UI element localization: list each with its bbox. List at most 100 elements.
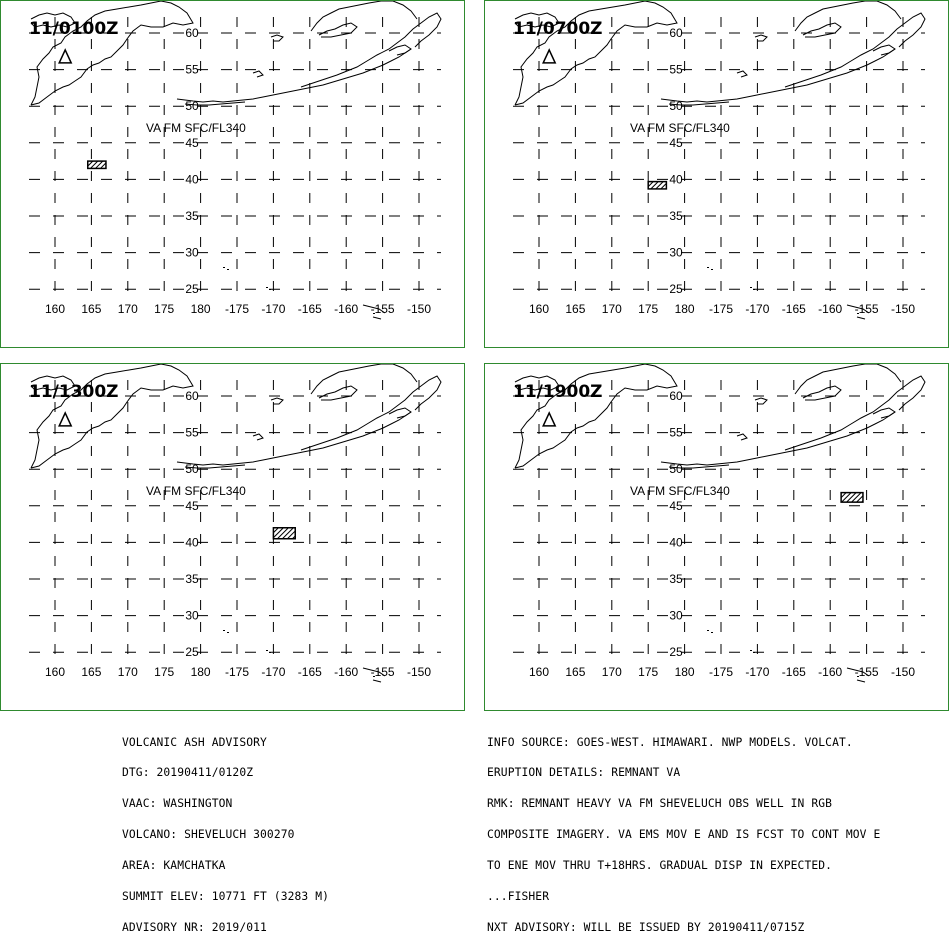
longitude-label: 180 (191, 665, 211, 679)
coastline (794, 364, 902, 395)
advisory-next: NXT ADVISORY: WILL BE ISSUED BY 20190411… (487, 920, 805, 934)
longitude-label: -175 (225, 665, 249, 679)
longitude-label: 160 (45, 302, 65, 316)
longitude-label: -165 (298, 665, 322, 679)
coastline (388, 44, 412, 56)
island-speck (753, 289, 755, 290)
ash-hatch-line (273, 527, 279, 534)
advisory-remarks-line: TO ENE MOV THRU T+18HRS. GRADUAL DISP IN… (487, 859, 833, 873)
coastline (30, 375, 76, 391)
coastline (784, 375, 926, 451)
ash-hatch-line (90, 160, 99, 169)
longitude-label: 170 (602, 665, 622, 679)
ash-cloud-label: VA FM SFC/FL340 (630, 121, 730, 135)
latitude-label: 35 (669, 572, 683, 586)
advisory-header-block: VOLCANIC ASH ADVISORY DTG: 20190411/0120… (122, 717, 329, 944)
longitude-label: 160 (529, 665, 549, 679)
advisory-volcano: VOLCANO: SHEVELUCH 300270 (122, 828, 295, 842)
coastline (176, 48, 412, 103)
ash-hatch-line (292, 535, 296, 540)
ash-cloud-label: VA FM SFC/FL340 (146, 121, 246, 135)
coastline (802, 385, 842, 401)
island-speck (857, 313, 859, 314)
island-speck (269, 289, 271, 290)
latitude-label: 55 (185, 63, 199, 77)
ash-hatch-line (665, 188, 667, 190)
forecast-panel-1900z: 160 165 170 175 180 -175 -170 -165 -160 -155 -150 6… (484, 363, 949, 711)
latitude-label: 55 (185, 426, 199, 440)
coastline (514, 1, 678, 106)
latitude-label: 50 (185, 462, 199, 476)
advisory-vaac: VAAC: WASHINGTON (122, 797, 233, 811)
coastline (318, 22, 358, 38)
latitude-label: 60 (185, 26, 199, 40)
ash-hatch-line (650, 181, 659, 190)
ash-cloud-outline (272, 527, 296, 540)
longitude-label: 175 (154, 302, 174, 316)
longitude-label: 175 (638, 302, 658, 316)
ash-hatch-line (287, 530, 296, 540)
advisory-forecaster: ...FISHER (487, 890, 550, 904)
coastline (310, 1, 418, 32)
longitude-label: 170 (118, 302, 138, 316)
island-speck (373, 313, 375, 314)
advisory-remarks-line: RMK: REMNANT HEAVY VA FM SHEVELUCH OBS W… (487, 797, 833, 811)
longitude-label: 180 (675, 302, 695, 316)
coastline (794, 1, 902, 32)
coastline (372, 316, 382, 320)
island-speck (227, 632, 229, 633)
advisory-summit-elev: SUMMIT ELEV: 10771 FT (3283 M) (122, 890, 330, 904)
map-canvas: 160 165 170 175 180 -175 -170 -165 -160 -155 -150 6… (29, 364, 442, 683)
ash-cloud-area (87, 160, 107, 170)
island-speck (373, 676, 375, 677)
latitude-label: 55 (669, 63, 683, 77)
ash-hatch-line (846, 492, 857, 503)
coastline (310, 364, 418, 395)
latitude-label: 35 (185, 572, 199, 586)
longitude-label: 165 (81, 665, 101, 679)
ash-cloud-outline (647, 180, 668, 190)
ash-hatch-line (660, 183, 667, 190)
coastline (372, 679, 382, 683)
latitude-label: 25 (185, 282, 199, 296)
longitude-label: -170 (745, 665, 769, 679)
ash-hatch-line (840, 492, 847, 498)
longitude-label: -155 (855, 302, 879, 316)
advisory-info-source: INFO SOURCE: GOES-WEST. HIMAWARI. NWP MO… (487, 735, 853, 749)
ash-cloud-area (840, 491, 864, 503)
advisory-dtg: DTG: 20190411/0120Z (122, 766, 254, 780)
panel-time-label: 11/0700Z (513, 19, 603, 39)
longitude-label: -155 (855, 665, 879, 679)
latitude-label: 30 (185, 609, 199, 623)
advisory-eruption-details: ERUPTION DETAILS: REMNANT VA (487, 766, 681, 780)
coastline (252, 70, 264, 78)
longitude-label: -175 (709, 665, 733, 679)
island-speck (750, 650, 752, 651)
island-speck (269, 652, 271, 653)
coastline (514, 375, 560, 391)
island-speck (227, 269, 229, 270)
longitude-label: -160 (334, 665, 358, 679)
latitude-label: 55 (669, 426, 683, 440)
island-speck (711, 269, 713, 270)
coastline (736, 70, 748, 78)
coastline (846, 667, 870, 677)
coastline (846, 304, 870, 314)
ash-hatch-line (861, 500, 864, 503)
longitude-label: -165 (782, 302, 806, 316)
longitude-label: -160 (334, 302, 358, 316)
island-speck (266, 287, 268, 288)
longitude-label: -170 (261, 302, 285, 316)
coastline (30, 364, 194, 469)
island-speck (753, 652, 755, 653)
island-speck (857, 676, 859, 677)
coastline (514, 364, 678, 469)
latitude-label: 45 (185, 136, 199, 150)
coastline (872, 44, 896, 56)
latitude-label: 45 (185, 499, 199, 513)
advisory-title: VOLCANIC ASH ADVISORY (122, 735, 267, 749)
latitude-label: 45 (669, 499, 683, 513)
ash-hatch-line (277, 527, 289, 540)
coastline (30, 12, 76, 28)
island-speck (223, 630, 225, 631)
